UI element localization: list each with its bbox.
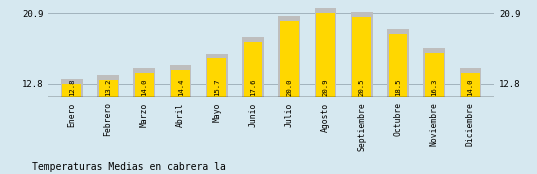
Bar: [352, 17, 371, 97]
Bar: [423, 48, 445, 97]
Bar: [389, 34, 408, 97]
Bar: [97, 75, 119, 97]
Bar: [460, 68, 481, 97]
Bar: [135, 73, 154, 97]
Text: 14.0: 14.0: [141, 78, 147, 96]
Bar: [242, 37, 264, 97]
Bar: [61, 79, 83, 97]
Text: 16.3: 16.3: [431, 78, 437, 96]
Text: 14.4: 14.4: [178, 78, 184, 96]
Text: 20.0: 20.0: [286, 78, 292, 96]
Bar: [244, 42, 263, 97]
Text: 20.9: 20.9: [323, 78, 329, 96]
Text: 14.0: 14.0: [468, 78, 474, 96]
Text: 18.5: 18.5: [395, 78, 401, 96]
Bar: [315, 8, 336, 97]
Bar: [316, 13, 335, 97]
Bar: [461, 73, 480, 97]
Bar: [206, 54, 228, 97]
Bar: [425, 53, 444, 97]
Bar: [99, 80, 118, 97]
Text: 20.5: 20.5: [359, 78, 365, 96]
Bar: [134, 68, 155, 97]
Bar: [278, 16, 300, 97]
Bar: [171, 70, 190, 97]
Bar: [387, 29, 409, 97]
Text: 15.7: 15.7: [214, 78, 220, 96]
Bar: [280, 21, 299, 97]
Text: Temperaturas Medias en cabrera la: Temperaturas Medias en cabrera la: [32, 162, 226, 172]
Text: 13.2: 13.2: [105, 78, 111, 96]
Bar: [170, 65, 192, 97]
Bar: [207, 58, 226, 97]
Text: 17.6: 17.6: [250, 78, 256, 96]
Bar: [62, 84, 81, 97]
Bar: [351, 12, 373, 97]
Text: 12.8: 12.8: [69, 78, 75, 96]
